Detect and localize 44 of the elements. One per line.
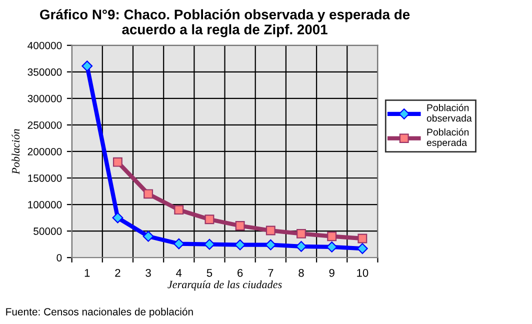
point <box>174 205 184 215</box>
x-tick-label: 9 <box>329 268 334 277</box>
point <box>235 221 245 230</box>
x-tick-label: 5 <box>206 269 212 277</box>
point <box>296 240 307 252</box>
point <box>204 238 215 250</box>
legend-label: Población esperada <box>426 128 469 148</box>
point <box>327 232 337 242</box>
y-tick-label: 400000 <box>28 42 62 50</box>
y-tick-label: 0 <box>56 254 62 262</box>
y-tick-label: 300000 <box>28 94 62 102</box>
point <box>173 238 184 250</box>
y-tick-label: 100000 <box>28 201 62 208</box>
point <box>82 60 93 72</box>
point <box>326 242 338 252</box>
point <box>112 212 124 224</box>
point <box>296 228 306 238</box>
y-tick-label: 150000 <box>28 174 62 182</box>
point <box>266 226 276 236</box>
x-tick-label: 7 <box>268 269 274 277</box>
y-axis-title: Población <box>12 129 20 174</box>
point <box>358 234 368 244</box>
x-tick-label: 2 <box>115 268 120 277</box>
x-tick-label: 6 <box>238 268 243 277</box>
y-tick-label: 350000 <box>28 68 62 76</box>
x-tick-label: 4 <box>176 269 182 277</box>
point <box>142 230 154 242</box>
source-note: Fuente: Censos nacionales de población <box>6 308 193 318</box>
x-tick-label: 10 <box>357 268 368 277</box>
x-tick-label: 1 <box>84 269 90 277</box>
x-tick-label: 8 <box>298 268 304 277</box>
chart-title: Gráfico N°9: Chaco. Población observada y esperada de acuerdo a la regla de Zipf. 2001 <box>40 9 410 38</box>
point <box>265 239 276 250</box>
point <box>144 189 154 199</box>
point <box>234 239 246 250</box>
point <box>112 157 122 167</box>
y-tick-label: 250000 <box>28 121 62 129</box>
y-tick-label: 50000 <box>34 228 62 235</box>
y-tick-label: 200000 <box>28 148 62 156</box>
x-axis-title: Jerarquía de las ciudades <box>168 280 282 291</box>
x-tick-label: 3 <box>146 268 151 277</box>
legend-label: Población observada <box>426 104 472 122</box>
point <box>204 214 214 224</box>
point <box>356 243 368 254</box>
